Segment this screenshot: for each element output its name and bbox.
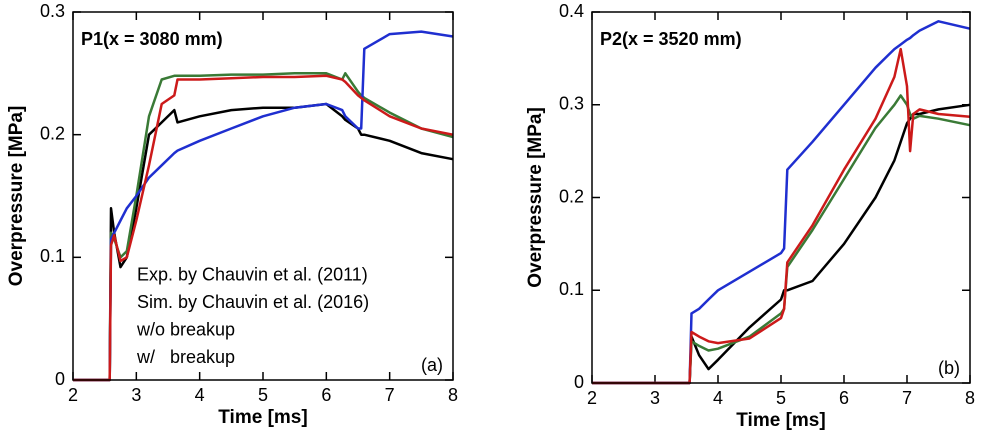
- y-tick-label: 0: [55, 369, 65, 389]
- x-tick-label: 8: [448, 385, 458, 405]
- plot-frame: [591, 11, 971, 384]
- legend-entry: Sim. by Chauvin et al. (2016): [137, 292, 369, 312]
- x-tick-label: 7: [902, 388, 912, 408]
- x-axis-label: Time [ms]: [218, 407, 307, 428]
- legend-entry: Exp. by Chauvin et al. (2011): [137, 265, 368, 285]
- panel-label: (b): [938, 358, 960, 378]
- x-tick-label: 6: [839, 388, 849, 408]
- x-tick-label: 2: [68, 385, 78, 405]
- chart-title: P1(x = 3080 mm): [81, 29, 223, 49]
- x-tick-label: 2: [587, 388, 597, 408]
- x-axis-label: Time [ms]: [736, 410, 825, 431]
- legend-entry: w/o breakup: [136, 320, 235, 340]
- data-line: [592, 47, 971, 385]
- y-tick-label: 0: [574, 372, 584, 392]
- data-line: [592, 94, 971, 385]
- y-tick-label: 0.2: [559, 186, 584, 206]
- y-tick-label: 0.1: [40, 246, 65, 266]
- x-tick-label: 8: [965, 388, 975, 408]
- x-tick-label: 4: [713, 388, 723, 408]
- panel: 2 3 4 5 6 7 8 0 0.1 0.2 0.3 0.4 P2(x = 3520 mm) Time …: [525, 1, 975, 431]
- x-tick-label: 3: [131, 385, 141, 405]
- data-line: [592, 20, 971, 385]
- x-tick-label: 5: [776, 388, 786, 408]
- x-tick-label: 5: [258, 385, 268, 405]
- data-line: [73, 74, 454, 382]
- panel: 2 3 4 5 6 7 8 0 0.1 0.2 0.3 P1(x = 3080 mm) Time [ms…: [6, 1, 458, 428]
- data-line: [592, 103, 971, 385]
- y-tick-label: 0.4: [559, 1, 584, 21]
- y-tick-label: 0.3: [559, 94, 584, 114]
- y-tick-label: 0.1: [559, 279, 584, 299]
- y-tick-label: 0.2: [40, 123, 65, 143]
- legend-entry: w/ breakup: [136, 347, 235, 367]
- y-tick-label: 0.3: [40, 1, 65, 21]
- panel-label: (a): [421, 355, 443, 375]
- x-tick-label: 6: [321, 385, 331, 405]
- x-tick-label: 7: [385, 385, 395, 405]
- plot-frame: [72, 11, 454, 381]
- y-axis-label: Overpressure [MPa]: [525, 107, 546, 288]
- x-tick-label: 3: [650, 388, 660, 408]
- x-tick-label: 4: [195, 385, 205, 405]
- chart-title: P2(x = 3520 mm): [600, 29, 742, 49]
- y-axis-label: Overpressure [MPa]: [6, 106, 27, 287]
- data-line: [73, 30, 454, 382]
